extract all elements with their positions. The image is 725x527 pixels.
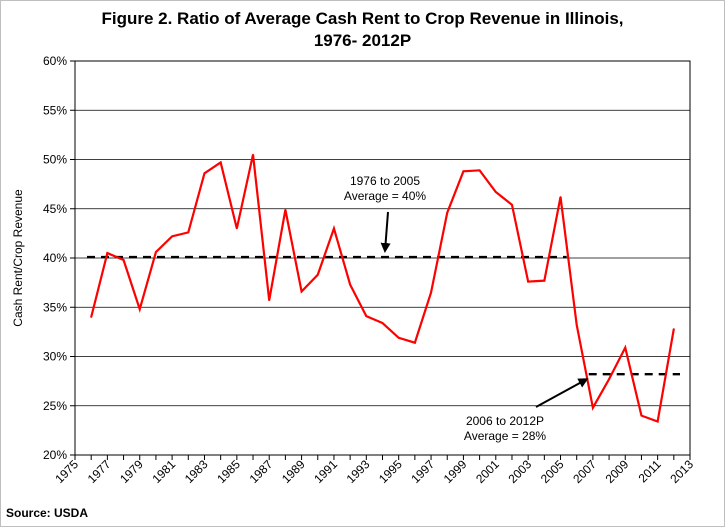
x-tick-label: 1999 xyxy=(441,457,470,486)
y-tick-label: 60% xyxy=(43,54,67,68)
x-tick-label: 2005 xyxy=(538,457,567,486)
data-point xyxy=(284,208,287,211)
data-point xyxy=(397,336,400,339)
x-tick-label: 1979 xyxy=(117,457,146,486)
data-point xyxy=(608,378,610,380)
data-point xyxy=(511,204,513,206)
annotation-1-arrow xyxy=(380,211,391,254)
annotation-1-line-2: Average = 40% xyxy=(344,189,427,203)
x-tick-label: 1989 xyxy=(279,457,308,486)
data-point xyxy=(446,211,449,214)
data-point xyxy=(478,169,481,172)
data-point xyxy=(203,172,206,175)
y-tick-label: 30% xyxy=(43,350,67,364)
data-point xyxy=(543,279,546,282)
data-point xyxy=(592,406,594,409)
x-tick-label: 1997 xyxy=(408,457,437,486)
x-tick-label: 2001 xyxy=(473,457,502,486)
data-point xyxy=(527,280,529,283)
data-point xyxy=(640,414,643,417)
data-point xyxy=(673,328,675,330)
data-point xyxy=(90,316,92,318)
y-tick-label: 45% xyxy=(43,202,67,216)
y-tick-label: 20% xyxy=(43,448,67,462)
annotation-2-arrow xyxy=(535,378,589,408)
data-point xyxy=(430,291,432,294)
data-point xyxy=(187,231,190,234)
data-point xyxy=(414,341,416,344)
y-tick-label: 50% xyxy=(43,153,67,167)
x-tick-label: 1991 xyxy=(311,457,340,486)
x-tick-label: 2003 xyxy=(505,457,534,486)
annotation-1-line-1: 1976 to 2005 xyxy=(350,174,420,188)
data-point xyxy=(155,251,157,253)
data-point xyxy=(656,420,659,423)
data-point xyxy=(559,196,562,198)
data-point xyxy=(236,227,238,230)
data-point xyxy=(349,283,351,286)
data-point xyxy=(494,191,497,193)
data-point xyxy=(333,227,335,230)
x-tick-label: 1977 xyxy=(85,457,114,486)
x-tick-label: 2009 xyxy=(603,457,632,486)
data-point xyxy=(171,235,173,238)
x-tick-label: 2011 xyxy=(636,457,664,485)
data-point xyxy=(624,346,627,349)
data-point xyxy=(219,161,222,164)
x-tick-label: 1983 xyxy=(182,457,211,486)
y-tick-label: 55% xyxy=(43,103,67,117)
y-axis-label: Cash Rent/Crop Revenue xyxy=(11,189,25,327)
data-point xyxy=(381,322,384,324)
y-tick-label: 35% xyxy=(43,300,67,314)
x-tick-label: 2013 xyxy=(667,457,696,486)
data-point xyxy=(316,273,319,276)
data-point xyxy=(138,308,141,311)
data-point xyxy=(300,290,303,293)
annotation-2-line-1: 2006 to 2012P xyxy=(466,414,544,428)
annotation-2-line-2: Average = 28% xyxy=(464,429,547,443)
data-point xyxy=(252,153,254,156)
x-tick-label: 1995 xyxy=(376,457,405,486)
y-tick-label: 25% xyxy=(43,399,67,413)
data-point xyxy=(106,252,109,254)
data-point xyxy=(122,259,125,261)
x-tick-label: 1987 xyxy=(247,457,276,486)
x-tick-label: 2007 xyxy=(570,457,599,486)
x-tick-label: 1981 xyxy=(149,457,178,486)
data-point xyxy=(575,324,578,326)
x-tick-label: 1993 xyxy=(344,457,373,486)
chart-title: Figure 2. Ratio of Average Cash Rent to … xyxy=(0,8,725,52)
series-layer xyxy=(90,153,675,423)
x-tick-label: 1985 xyxy=(214,457,243,486)
data-point xyxy=(365,315,368,317)
x-axis-ticks: 1975 1977 1979 1981 1983 1985 1987 1989 1991 1993… xyxy=(52,455,696,486)
y-tick-label: 40% xyxy=(43,251,67,265)
chart-title-line-2: 1976- 2012P xyxy=(313,31,412,50)
chart-title-line-1: Figure 2. Ratio of Average Cash Rent to … xyxy=(101,9,624,28)
data-point xyxy=(462,170,465,173)
data-point xyxy=(268,299,271,302)
y-axis-ticks: 20% 25% 30% 35% 40% 45% 50% 55% 60% xyxy=(43,54,75,462)
source-note: Source: USDA xyxy=(6,506,89,520)
